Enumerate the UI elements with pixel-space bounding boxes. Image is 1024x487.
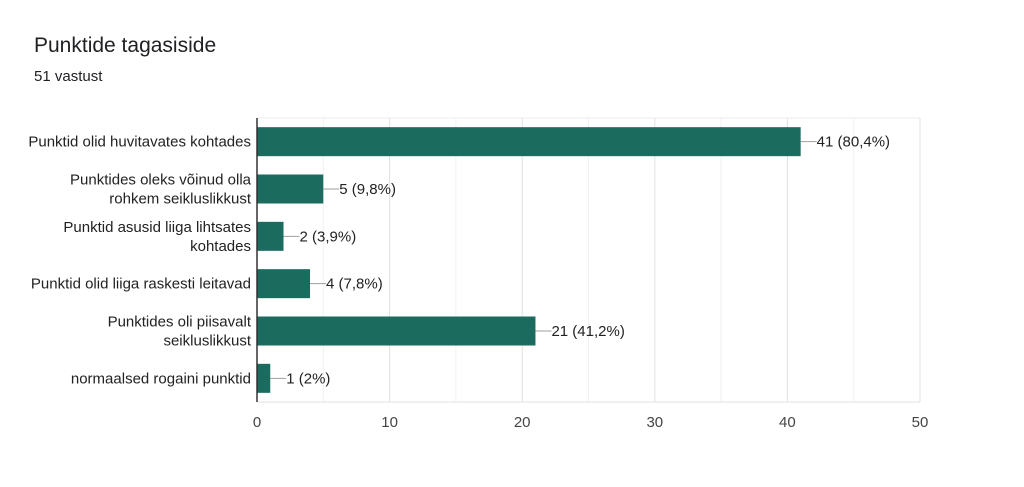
x-tick-label: 10 <box>381 414 398 431</box>
chart-title: Punktide tagasiside <box>34 34 217 57</box>
bar[interactable] <box>257 127 801 157</box>
x-tick-label: 30 <box>646 414 663 431</box>
response-count: 51 vastust <box>34 68 103 85</box>
category-label-line: Punktid olid liiga raskesti leitavad <box>31 276 251 293</box>
bar[interactable] <box>257 363 271 393</box>
category-label-line: kohtades <box>190 238 251 255</box>
category-label: Punktides oli piisavalt seikluslikkust <box>108 314 252 350</box>
bar[interactable] <box>257 174 324 204</box>
category-label-line: Punktides oleks võinud olla <box>70 172 252 189</box>
category-label: Punktid olid liiga raskesti leitavad <box>31 276 251 293</box>
bar[interactable] <box>257 316 536 346</box>
category-label-line: Punktides oli piisavalt <box>108 314 252 331</box>
category-label: normaalsed rogaini punktid <box>71 370 251 387</box>
category-label: Punktid asusid liiga lihtsates kohtades <box>63 219 251 255</box>
value-label: 4 (7,8%) <box>326 276 383 293</box>
category-label-line: seikluslikkust <box>163 333 251 350</box>
value-label: 21 (41,2%) <box>551 323 624 340</box>
value-label: 41 (80,4%) <box>817 134 890 151</box>
x-tick-label: 0 <box>253 414 261 431</box>
value-label: 2 (3,9%) <box>300 228 357 245</box>
category-label: Punktid olid huvitavates kohtades <box>28 134 251 151</box>
category-label-line: Punktid olid huvitavates kohtades <box>28 134 251 151</box>
x-tick-label: 20 <box>514 414 531 431</box>
value-label: 5 (9,8%) <box>339 181 396 198</box>
category-label-line: Punktid asusid liiga lihtsates <box>63 219 251 236</box>
bar[interactable] <box>257 269 311 299</box>
x-tick-label: 50 <box>912 414 929 431</box>
category-label: Punktides oleks võinud olla rohkem seiklu… <box>70 172 252 208</box>
bar[interactable] <box>257 221 284 251</box>
category-label-line: rohkem seikluslikkust <box>109 191 252 208</box>
value-label: 1 (2%) <box>286 370 330 387</box>
x-tick-label: 40 <box>779 414 796 431</box>
category-label-line: normaalsed rogaini punktid <box>71 370 251 387</box>
